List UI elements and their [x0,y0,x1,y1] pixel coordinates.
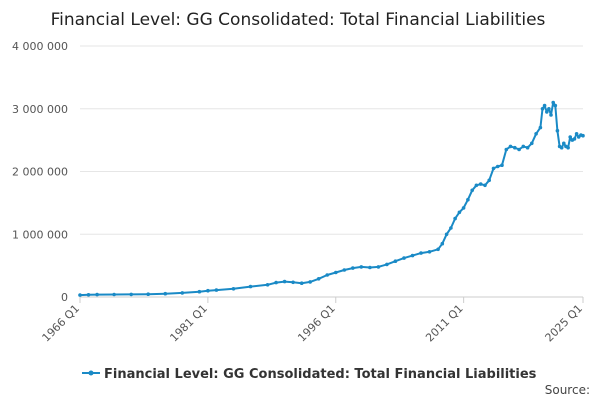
data-point[interactable] [542,103,547,108]
data-point[interactable] [316,277,321,281]
x-tick-label: 1966 Q1 [40,302,83,345]
data-point[interactable] [572,137,577,141]
data-point[interactable] [545,110,549,114]
y-tick-label: 4 000 000 [12,40,68,53]
data-point[interactable] [299,281,304,286]
data-point[interactable] [419,251,423,255]
data-point[interactable] [470,188,475,193]
data-point[interactable] [534,132,538,136]
legend-label: Financial Level: GG Consolidated: Total … [104,367,537,382]
data-point[interactable] [282,279,287,284]
data-point[interactable] [402,256,406,260]
data-point[interactable] [449,226,453,230]
data-point[interactable] [487,178,492,183]
data-point[interactable] [359,265,364,269]
data-point[interactable] [248,284,253,289]
data-point[interactable] [474,183,479,188]
data-point[interactable] [453,216,457,221]
data-point[interactable] [491,166,496,171]
data-point[interactable] [581,133,585,138]
data-point[interactable] [325,273,330,277]
source-label: Source: [545,383,590,397]
gridlines [80,45,583,298]
data-point[interactable] [440,241,445,246]
data-point[interactable] [78,293,82,297]
data-point[interactable] [231,287,236,291]
data-point[interactable] [547,107,551,111]
data-point[interactable] [466,197,470,202]
data-point[interactable] [559,145,564,150]
data-point[interactable] [500,163,504,167]
data-point[interactable] [568,135,572,139]
data-point[interactable] [214,288,219,292]
data-point[interactable] [436,247,440,252]
x-tick-label: 2025 Q1 [543,302,586,345]
data-point[interactable] [525,145,530,150]
data-point[interactable] [530,141,534,146]
data-point[interactable] [146,292,150,297]
data-point[interactable] [129,292,133,297]
y-axis-ticks: 0 1 000 000 2 000 000 3 000 000 4 000 000 [12,40,68,304]
data-point[interactable] [574,132,579,136]
data-point[interactable] [291,280,295,285]
data-point[interactable] [86,293,91,297]
data-point[interactable] [555,128,560,133]
x-tick-label: 1981 Q1 [167,302,210,345]
data-point[interactable] [521,144,526,149]
data-point[interactable] [553,103,558,108]
data-point[interactable] [495,164,500,169]
data-point[interactable] [427,250,432,254]
data-point[interactable] [517,147,521,152]
data-point[interactable] [342,268,347,272]
data-point[interactable] [197,289,202,294]
data-point[interactable] [457,210,462,215]
data-point[interactable] [504,147,509,152]
data-point[interactable] [274,280,278,285]
data-point[interactable] [562,141,566,146]
legend-marker-icon [88,370,94,376]
data-point[interactable] [538,125,543,130]
data-point[interactable] [351,266,355,270]
data-point[interactable] [308,280,313,284]
y-tick-label: 1 000 000 [12,228,68,241]
y-tick-label: 3 000 000 [12,103,68,116]
data-point[interactable] [163,291,168,296]
chart-title: Financial Level: GG Consolidated: Total … [51,10,546,30]
data-point[interactable] [444,232,449,237]
data-point[interactable] [410,253,415,258]
plot-area [78,100,585,297]
data-point[interactable] [508,144,513,149]
data-point[interactable] [540,107,545,111]
x-tick-label: 2011 Q1 [423,302,466,345]
data-point[interactable] [112,292,116,297]
y-tick-label: 2 000 000 [12,166,68,179]
data-point[interactable] [478,182,483,186]
data-point[interactable] [461,206,466,210]
data-point[interactable] [376,265,381,269]
x-axis: 1966 Q1 1981 Q1 1996 Q1 2011 Q1 2025 Q1 [40,297,586,345]
data-point[interactable] [385,262,389,267]
data-point[interactable] [180,291,185,295]
series-line [79,101,584,297]
y-tick-label: 0 [61,291,68,304]
data-point[interactable] [483,183,487,188]
data-point[interactable] [95,292,99,297]
legend[interactable]: Financial Level: GG Consolidated: Total … [82,367,537,382]
data-point[interactable] [513,145,517,150]
x-tick-label: 1996 Q1 [295,302,338,345]
data-point[interactable] [393,259,398,264]
data-point[interactable] [566,145,570,150]
data-point[interactable] [334,270,338,275]
data-point[interactable] [265,283,270,287]
data-point[interactable] [206,288,210,293]
data-point[interactable] [368,265,372,270]
data-point[interactable] [549,113,553,117]
data-point[interactable] [551,100,555,105]
